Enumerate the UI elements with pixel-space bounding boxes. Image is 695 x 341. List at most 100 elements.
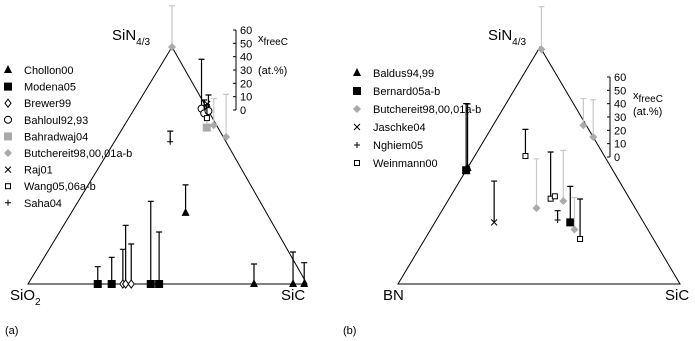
- point-marker: [204, 106, 213, 115]
- point-marker: [554, 217, 561, 224]
- point-marker: [551, 193, 558, 200]
- scale-tick-label: 0: [240, 105, 246, 117]
- point-marker: [570, 225, 579, 234]
- free-carbon-bar: [128, 243, 135, 284]
- legend-label: Weinmann00: [373, 158, 438, 170]
- legend-marker: [353, 87, 361, 95]
- free-carbon-bar: [156, 231, 163, 284]
- legend-label: Butchereit98,00,01a-b: [24, 148, 132, 160]
- panel-label: (a): [5, 325, 18, 337]
- point-marker: [462, 166, 471, 175]
- legend-marker: [4, 115, 12, 124]
- free-carbon-bar: [119, 248, 126, 284]
- point-marker: [559, 197, 568, 206]
- point-marker: [300, 279, 309, 287]
- legend-label: Raj01: [24, 165, 53, 177]
- legend-marker: [4, 166, 12, 173]
- free-carbon-bar: [522, 128, 529, 157]
- point-marker: [522, 153, 529, 160]
- legend-marker: [354, 142, 360, 148]
- point-marker: [203, 100, 211, 108]
- triangle-frame: [397, 46, 681, 285]
- scale-label-main: x: [633, 90, 639, 102]
- vertex-label-sub: 4/3: [136, 37, 150, 48]
- scale-tick-label: 20: [614, 125, 626, 137]
- scale-label-main: x: [258, 33, 264, 45]
- legend-marker: [353, 123, 361, 131]
- scale-tick-label: 40: [614, 99, 626, 111]
- point-marker: [155, 280, 164, 288]
- free-carbon-bar: [147, 200, 154, 284]
- scale-label: xfreeC: [633, 90, 663, 105]
- free-carbon-bar: [169, 5, 175, 47]
- legend-label: Baldus94,99: [373, 68, 434, 80]
- scale-tick-label: 50: [240, 38, 252, 50]
- scale-unit: (at.%): [633, 106, 662, 118]
- legend-label: Chollon00: [24, 65, 74, 77]
- vertex-label: SiN4/3: [112, 27, 151, 48]
- scale-tick-label: 10: [614, 139, 626, 151]
- point-marker: [168, 43, 176, 51]
- vertex-label-main: SiC: [281, 287, 305, 304]
- free-carbon-bar: [463, 102, 470, 171]
- legend-label: Bernard05a-b: [373, 86, 440, 98]
- point-marker: [537, 45, 546, 54]
- free-carbon-bar: [108, 256, 115, 284]
- point-marker: [93, 280, 102, 288]
- free-carbon-bar: [580, 97, 587, 126]
- vertex-label: SiN4/3: [488, 27, 527, 48]
- free-carbon-bar: [577, 198, 584, 239]
- legend-marker: [4, 82, 12, 91]
- scale-tick-label: 20: [240, 78, 252, 90]
- free-carbon-bar: [590, 99, 597, 138]
- scale-tick-label: 30: [614, 112, 626, 124]
- legend-marker: [4, 132, 12, 141]
- legend-label: Butchereit98,00,01a-b: [373, 104, 481, 116]
- scale-tick-label: 40: [240, 52, 252, 64]
- free-carbon-bar: [571, 196, 578, 230]
- free-carbon-bar: [533, 158, 540, 209]
- vertex-label: SiC: [281, 287, 305, 304]
- vertex-label: SiO2: [10, 287, 41, 308]
- free-carbon-bar: [567, 185, 574, 223]
- legend-marker: [4, 98, 12, 109]
- legend-marker: [4, 65, 12, 73]
- vertex-label: SiC: [665, 287, 689, 304]
- point-marker: [122, 279, 130, 289]
- legend-label: Nghiem05: [373, 140, 423, 152]
- point-marker: [209, 121, 218, 130]
- legend-marker: [5, 199, 11, 206]
- legend-label: Saha04: [24, 198, 62, 210]
- legend-label: Bahloul92,93: [24, 115, 88, 127]
- point-marker: [579, 121, 588, 130]
- free-carbon-bar: [491, 180, 498, 223]
- point-marker: [249, 279, 258, 287]
- scale-label-sub: freeC: [264, 37, 288, 48]
- legend-label: Bahradwaj04: [24, 131, 88, 143]
- point-marker: [589, 133, 598, 142]
- point-marker: [289, 279, 298, 287]
- point-marker: [127, 279, 135, 289]
- scale-tick-label: 60: [614, 72, 626, 84]
- free-carbon-bar: [560, 149, 567, 202]
- scale-tick-label: 50: [614, 85, 626, 97]
- vertex-label-main: BN: [383, 287, 404, 304]
- scale-label-sub: freeC: [639, 94, 663, 105]
- free-carbon-bar: [122, 224, 129, 284]
- vertex-label-main: SiN: [488, 27, 512, 44]
- vertex-label-main: SiN: [112, 27, 136, 44]
- free-carbon-bar: [547, 151, 554, 199]
- vertex-label-sub: 2: [35, 297, 41, 308]
- legend-label: Modena05: [24, 82, 76, 94]
- legend-marker: [353, 105, 361, 113]
- legend-marker: [353, 68, 361, 76]
- vertex-label: BN: [383, 287, 404, 304]
- point-marker: [146, 280, 155, 288]
- scale-tick-label: 30: [240, 65, 252, 77]
- legend-label: Jaschke04: [373, 122, 426, 134]
- vertex-label-main: SiO: [10, 287, 35, 304]
- point-marker: [202, 123, 211, 132]
- legend-label: Brewer99: [24, 98, 71, 110]
- point-marker: [181, 207, 190, 216]
